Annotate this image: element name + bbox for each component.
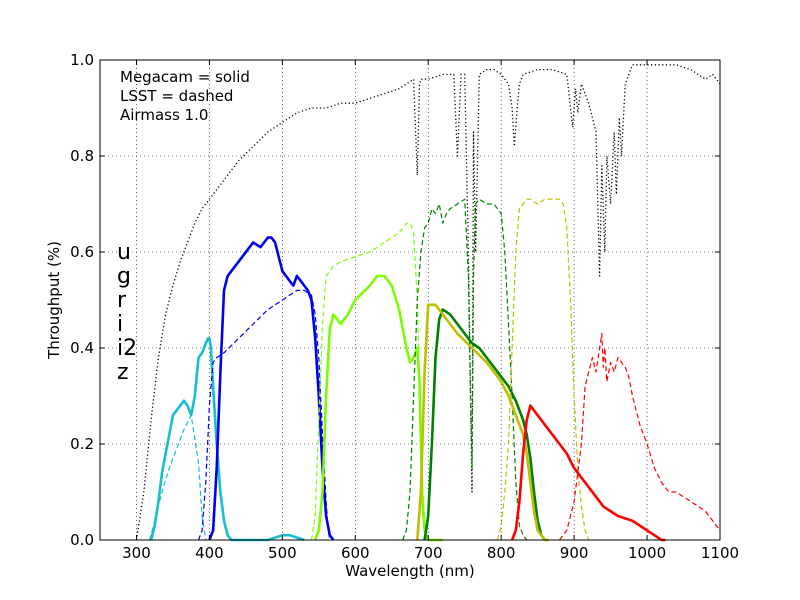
series-i-lsst	[402, 198, 528, 541]
legend-g: g	[117, 264, 131, 289]
series-g-lsst	[197, 289, 331, 541]
x-tick-label: 800	[487, 544, 516, 562]
annotation-airmass: Airmass 1.0	[120, 106, 208, 124]
series-z-lsst	[559, 333, 721, 541]
y-tick-label: 0.2	[70, 435, 94, 453]
y-tick-label: 0.8	[70, 147, 94, 165]
plot-frame	[99, 59, 721, 541]
tick-layer: 300 400 500 600 700 800 900 1000 1100 0.0 0.2 0.4 0.…	[70, 51, 739, 562]
x-tick-label: 600	[341, 544, 370, 562]
x-tick-label: 400	[195, 544, 224, 562]
x-tick-label: 500	[268, 544, 297, 562]
series-g-megacam	[208, 236, 335, 541]
series-i2-megacam	[416, 303, 549, 542]
x-tick-label: 900	[560, 544, 589, 562]
series-i2-lsst	[496, 198, 590, 541]
series-atmosphere	[135, 64, 721, 541]
y-axis-label: Throughput (%)	[45, 241, 63, 360]
y-tick-label: 0.6	[70, 243, 94, 261]
y-tick-label: 1.0	[70, 51, 94, 69]
legend-u: u	[117, 240, 131, 265]
x-tick-label: 700	[414, 544, 443, 562]
legend-i2: i2	[117, 336, 137, 361]
annotation-lsst: LSST = dashed	[120, 87, 233, 105]
x-tick-label: 300	[122, 544, 151, 562]
series-r-lsst	[310, 222, 429, 541]
y-tick-label: 0.0	[70, 531, 94, 549]
legend-z: z	[117, 360, 129, 385]
series-i-megacam	[423, 308, 546, 541]
x-tick-label: 1100	[701, 544, 739, 562]
legend: u g r i i2 z	[117, 240, 137, 385]
legend-r: r	[117, 288, 127, 313]
y-tick-label: 0.4	[70, 339, 94, 357]
series-layer	[135, 64, 721, 542]
annotation-megacam: Megacam = solid	[120, 68, 250, 86]
x-tick-label: 1000	[628, 544, 666, 562]
legend-i: i	[117, 312, 123, 337]
series-z-megacam	[510, 404, 666, 542]
x-axis-label: Wavelength (nm)	[345, 562, 475, 580]
